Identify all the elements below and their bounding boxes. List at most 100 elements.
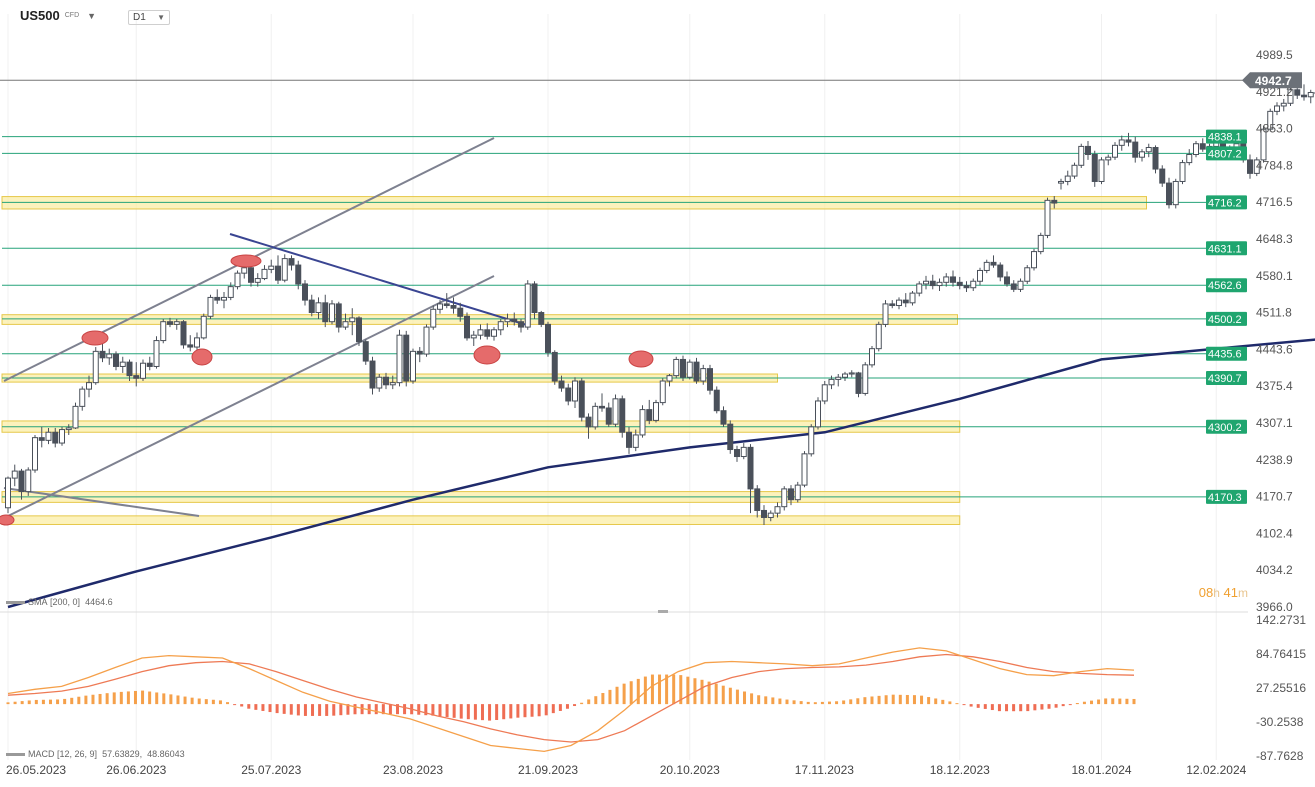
macd-histogram-bar (969, 704, 973, 707)
macd-histogram-bar (743, 691, 747, 705)
date-axis-label: 17.11.2023 (795, 763, 854, 777)
bear-candle-body (545, 323, 551, 353)
candlestick (666, 374, 673, 387)
macd-histogram-bar (282, 704, 286, 714)
pane-resize-handle[interactable] (658, 610, 668, 613)
candlestick (1307, 89, 1314, 104)
support-resistance-zones[interactable] (1, 196, 1147, 525)
bull-candle-body (1024, 267, 1031, 282)
macd-axis-label: -30.2538 (1256, 715, 1304, 729)
macd-histogram-bar (608, 689, 612, 705)
short-downtrend-line[interactable] (3, 487, 200, 517)
sma-indicator-legend[interactable]: ▬▬ SMA [200, 0] 4464.6 (6, 596, 113, 607)
bull-candle-body (86, 382, 92, 390)
support-zone[interactable] (1, 314, 958, 325)
macd-indicator-legend[interactable]: ▬▬ MACD [12, 26, 9] 57.63829, 48.86043 (6, 748, 185, 759)
candlestick (227, 282, 234, 301)
price-axis[interactable]: 4989.5 4921.2 4853.0 4784.8 4716.5 4648.3 4580… (1256, 48, 1293, 614)
macd-histogram-bar (990, 704, 994, 711)
bull-candle-body (119, 361, 126, 367)
highlight-markers[interactable] (0, 254, 654, 526)
candlestick (605, 402, 612, 427)
bear-candle-body (1247, 159, 1253, 174)
macd-histogram-bar (983, 704, 987, 709)
candlestick (52, 427, 59, 448)
candlestick (1098, 157, 1105, 185)
macd-histogram-bar (948, 701, 952, 705)
bull-candle-body (1145, 146, 1152, 153)
bear-candle-body (646, 409, 653, 421)
macd-histogram-bar (771, 697, 775, 705)
bear-candle-body (416, 350, 423, 355)
candlestick (403, 330, 410, 387)
symbol-selector[interactable]: US500 CFD ▼ (20, 8, 96, 23)
bull-candle-body (5, 477, 11, 509)
macd-histogram-bar (827, 701, 831, 705)
bull-candle-body (504, 318, 511, 323)
macd-histogram-bar (1104, 698, 1108, 705)
candlestick (11, 464, 18, 487)
marker-ellipse[interactable] (473, 345, 501, 365)
chevron-down-icon[interactable]: ▼ (87, 10, 97, 21)
marker-ellipse[interactable] (628, 350, 654, 368)
macd-axis[interactable]: 142.2731 84.76415 27.25516 -30.2538 -87.7628 (1256, 613, 1306, 763)
marker-ellipse[interactable] (230, 254, 262, 268)
candlestick (808, 424, 815, 457)
level-label: 4390.7 (1208, 373, 1242, 385)
macd-histogram-bar (1047, 704, 1051, 709)
candlestick (828, 375, 835, 390)
bear-candle-body (1166, 182, 1172, 206)
bear-candle-body (335, 303, 342, 328)
candlestick (929, 274, 936, 290)
marker-ellipse[interactable] (191, 348, 213, 366)
bull-candle-body (396, 334, 403, 384)
macd-histogram-bar (856, 698, 860, 705)
support-zone[interactable] (1, 515, 961, 525)
indicator-settings-icon[interactable]: ▬▬ (6, 596, 25, 607)
candlestick (1172, 178, 1179, 209)
bull-candle-body (106, 353, 113, 359)
price-axis-label: 4989.5 (1256, 48, 1293, 62)
bear-candle-body (464, 315, 470, 339)
macd-pane[interactable] (6, 647, 1136, 753)
date-axis-label: 12.02.2024 (1186, 763, 1246, 777)
bull-candle-body (794, 484, 801, 501)
macd-histogram-bar (6, 702, 10, 705)
trendlines[interactable] (3, 137, 531, 519)
indicator-settings-icon[interactable]: ▬▬ (6, 748, 25, 759)
candlestick (1179, 159, 1186, 185)
candlestick (221, 292, 227, 309)
macd-histogram-bar (934, 698, 938, 705)
candlestick (997, 262, 1004, 282)
macd-histogram-bar (424, 704, 428, 716)
bull-candle-body (1044, 199, 1051, 236)
date-axis[interactable]: 26.05.2023 26.06.2023 25.07.2023 23.08.2023… (6, 763, 1247, 777)
downtrend-line[interactable] (229, 233, 531, 327)
candlestick (167, 317, 173, 328)
candlestick (234, 270, 241, 290)
macd-histogram-bar (1111, 698, 1115, 705)
bull-candle-body (774, 506, 781, 514)
candlestick (619, 395, 626, 438)
bear-candle-body (747, 446, 754, 490)
countdown-hours: 08 (1198, 585, 1214, 600)
channel-lower-line[interactable] (3, 275, 495, 519)
marker-ellipse[interactable] (81, 330, 109, 346)
bear-candle-body (518, 321, 524, 328)
macd-axis-label: 84.76415 (1256, 647, 1306, 661)
macd-histogram-bar (700, 679, 704, 705)
candlestick (990, 255, 997, 268)
macd-histogram-bar (516, 704, 520, 718)
candlestick (936, 278, 943, 291)
candlestick (538, 310, 545, 328)
macd-histogram-bar (636, 678, 640, 705)
macd-histogram-bar (197, 698, 201, 705)
level-labels: 4838.1 4807.2 4716.2 4631.1 4562.6 4500.2 4435… (1206, 129, 1247, 504)
macd-histogram-bar (318, 704, 322, 716)
marker-ellipse[interactable] (0, 514, 15, 526)
bull-candle-body (801, 453, 808, 486)
bull-candle-body (1071, 164, 1078, 177)
macd-histogram-bar (842, 700, 846, 705)
timeframe-selector[interactable]: D1 ▼ (128, 10, 170, 25)
